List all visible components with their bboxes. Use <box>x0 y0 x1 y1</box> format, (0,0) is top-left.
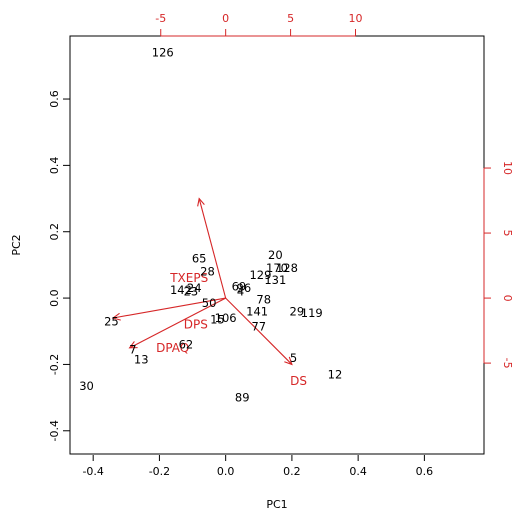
right-axis: -5 0 5 10 <box>483 161 514 369</box>
x-tick-label: 0.2 <box>283 465 301 478</box>
observation-label: 62 <box>179 338 194 352</box>
variable-label: DPAQ <box>156 341 189 355</box>
observation-label: 30 <box>79 379 94 393</box>
x-tick-label: 0.6 <box>416 465 434 478</box>
variable-label: DPS <box>184 318 208 332</box>
observation-label: 50 <box>202 296 217 310</box>
x-axis-title: PC1 <box>266 498 287 511</box>
observation-label: 78 <box>256 293 271 307</box>
right-tick-label: 10 <box>501 161 514 175</box>
observation-label: 15 <box>210 313 225 327</box>
variable-label: DS <box>290 374 307 388</box>
x-tick-label: 0.0 <box>217 465 235 478</box>
observation-label: 12 <box>328 367 343 381</box>
top-axis: -5 0 5 10 <box>155 12 362 37</box>
arrow-head <box>111 312 121 321</box>
y-tick-label: 0.0 <box>48 289 61 307</box>
arrow-head <box>197 197 205 207</box>
observation-label: 69 <box>232 279 247 293</box>
observation-label: 106 <box>215 311 237 325</box>
observation-label: 119 <box>301 306 323 320</box>
right-tick-label: -5 <box>501 358 514 369</box>
y-tick-label: -0.2 <box>48 354 61 375</box>
observation-label: 126 <box>152 46 174 60</box>
observation-label: 65 <box>192 251 207 265</box>
left-axis: -0.4 -0.2 0.0 0.2 0.4 0.6 <box>48 90 70 442</box>
loading-arrow <box>225 297 293 365</box>
y-tick-label: -0.4 <box>48 420 61 441</box>
observation-label: 142 <box>170 283 192 297</box>
observation-label: 24 <box>187 281 202 295</box>
x-tick-label: -0.2 <box>149 465 170 478</box>
variable-label: TXEPS <box>169 271 208 285</box>
y-tick-label: 0.4 <box>48 157 61 175</box>
x-tick-label: -0.4 <box>82 465 103 478</box>
bottom-axis: -0.4 -0.2 0.0 0.2 0.4 0.6 <box>82 453 434 478</box>
x-tick-label: 0.4 <box>349 465 367 478</box>
y-tick-label: 0.2 <box>48 223 61 241</box>
right-tick-label: 5 <box>501 230 514 237</box>
observation-label: 13 <box>134 352 149 366</box>
top-tick-label: 5 <box>287 12 294 25</box>
top-tick-label: -5 <box>155 12 166 25</box>
observation-label: 129 <box>249 268 271 282</box>
arrow-head <box>128 341 138 349</box>
observation-label: 4 <box>237 284 244 298</box>
y-tick-label: 0.6 <box>48 90 61 108</box>
right-tick-label: 0 <box>501 295 514 302</box>
top-tick-label: 0 <box>222 12 229 25</box>
observation-label: 20 <box>268 248 283 262</box>
observation-label: 89 <box>235 391 250 405</box>
observation-label: 141 <box>246 304 268 318</box>
observation-label: 28 <box>200 265 215 279</box>
loading-arrow <box>112 297 226 319</box>
observation-label: 7 <box>129 343 136 357</box>
observation-label: 23 <box>184 284 199 298</box>
observation-label: 170 <box>266 261 288 275</box>
observation-label: 77 <box>251 319 266 333</box>
observation-label: 131 <box>264 273 286 287</box>
arrow-head <box>284 356 293 366</box>
plot-box <box>69 35 485 455</box>
observation-label: 5 <box>290 351 297 365</box>
observation-label: 25 <box>104 314 119 328</box>
y-axis-title: PC2 <box>10 234 23 255</box>
observation-label: 29 <box>290 304 305 318</box>
top-tick-label: 10 <box>348 12 362 25</box>
loading-arrow <box>198 198 227 299</box>
loading-arrows: TXEPS DPS DPAQ DS <box>111 197 307 388</box>
observation-label: 128 <box>276 261 298 275</box>
loading-arrow <box>129 297 226 349</box>
observation-label: 96 <box>237 281 252 295</box>
